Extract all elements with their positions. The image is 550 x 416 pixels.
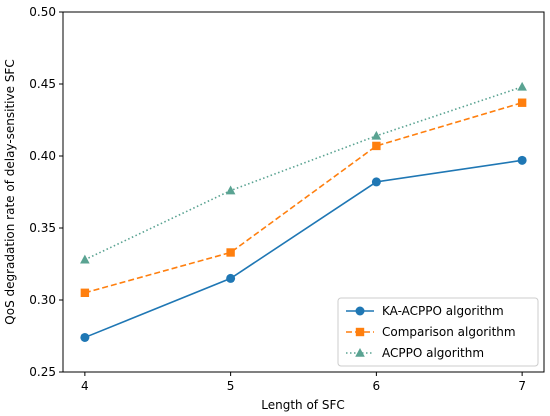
legend-item: ACPPO algorithm — [346, 346, 484, 360]
y-tick-label: 0.50 — [29, 5, 56, 19]
legend: KA-ACPPO algorithm Comparison algorithm AC… — [337, 297, 539, 367]
y-axis: 0.25 0.30 0.35 0.40 0.45 0.50 — [29, 5, 63, 379]
series-2 — [80, 98, 527, 297]
legend-box — [337, 297, 539, 367]
x-tick-label: 4 — [81, 379, 89, 393]
data-point — [517, 98, 527, 107]
legend-label: KA-ACPPO algorithm — [382, 304, 504, 318]
x-tick-label: 6 — [373, 379, 381, 393]
data-point — [371, 130, 382, 140]
x-tick-label: 7 — [518, 379, 526, 393]
data-point — [372, 141, 381, 151]
data-point — [80, 254, 90, 264]
data-point — [80, 332, 90, 342]
x-axis: 4 5 6 7 — [81, 372, 526, 393]
data-point — [517, 155, 527, 165]
legend-marker — [355, 348, 365, 357]
y-tick-label: 0.35 — [29, 221, 56, 235]
y-axis-label: QoS degradation rate of delay-sensitive … — [3, 59, 17, 324]
x-tick-label: 5 — [227, 379, 235, 393]
x-axis-label: Length of SFC — [261, 398, 344, 412]
legend-marker — [355, 306, 365, 316]
data-point — [225, 185, 236, 195]
data-point — [226, 248, 235, 257]
series-line — [84, 101, 523, 294]
data-point — [80, 288, 90, 297]
legend-label: ACPPO algorithm — [382, 346, 484, 360]
y-tick-label: 0.25 — [29, 365, 56, 379]
legend-marker — [355, 327, 365, 337]
plot-frame — [62, 11, 545, 373]
series-line — [84, 86, 523, 261]
y-tick-label: 0.45 — [29, 77, 56, 91]
legend-label: Comparison algorithm — [382, 325, 516, 339]
series-line — [84, 159, 523, 339]
y-tick-label: 0.40 — [29, 149, 56, 163]
data-point — [371, 177, 381, 187]
data-point — [517, 81, 527, 91]
series-3 — [80, 81, 527, 264]
y-tick-label: 0.30 — [29, 293, 56, 307]
series-layer — [80, 81, 527, 342]
data-point — [226, 273, 236, 283]
series-1 — [80, 155, 527, 342]
legend-item: KA-ACPPO algorithm — [346, 304, 504, 318]
legend-item: Comparison algorithm — [346, 325, 516, 339]
